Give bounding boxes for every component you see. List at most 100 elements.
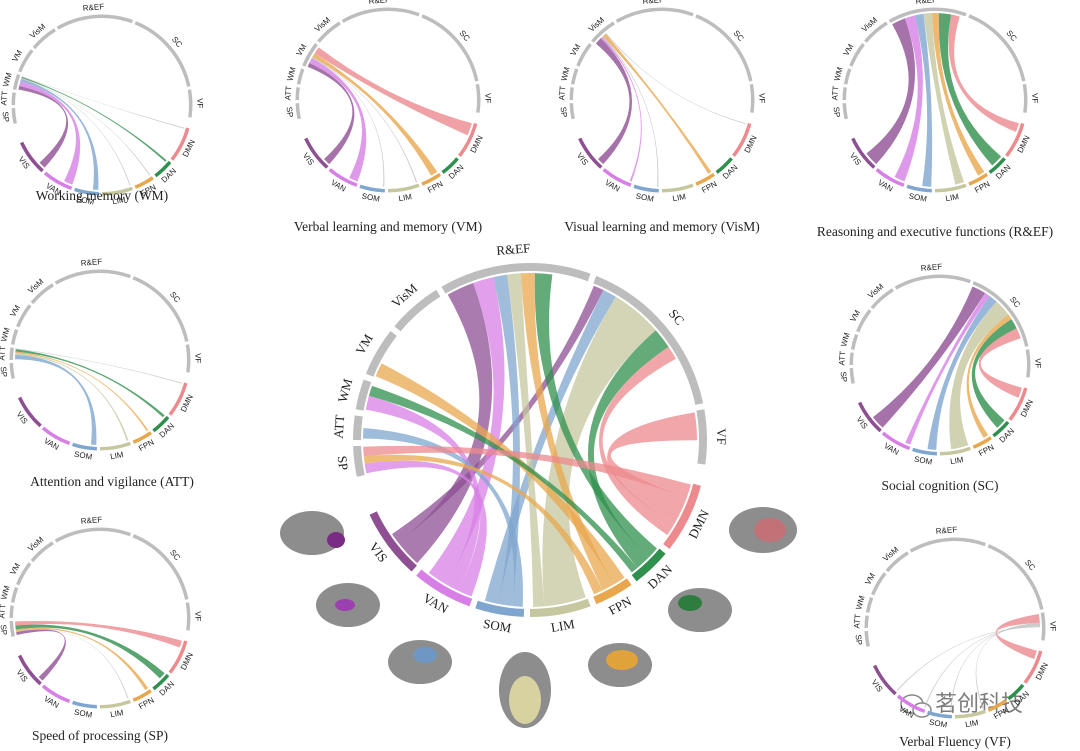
- chord: [595, 38, 633, 165]
- segment-label: SP: [838, 371, 848, 383]
- segment-label: R&EF: [82, 2, 104, 13]
- segment-arc: [909, 537, 986, 553]
- segment-label: SC: [666, 306, 688, 328]
- segment-arc: [421, 172, 442, 186]
- segment-label: ATT: [0, 91, 9, 106]
- chord: [314, 47, 472, 136]
- segment-arc: [602, 168, 632, 187]
- segment-arc: [101, 186, 133, 196]
- segment-arc: [9, 605, 14, 619]
- segment-arc: [615, 7, 694, 23]
- segment-label: SC: [457, 29, 471, 43]
- segment-label: ATT: [283, 85, 293, 100]
- segment-label: R&EF: [915, 0, 937, 6]
- panel-title: Attention and vigilance (ATT): [30, 474, 194, 489]
- segment-arc: [881, 431, 911, 451]
- segment-arc: [569, 103, 575, 120]
- segment-arc: [421, 14, 479, 82]
- segment-arc: [695, 172, 716, 186]
- segment-label: LIM: [110, 708, 125, 719]
- segment-arc: [458, 123, 478, 157]
- chord: [312, 53, 438, 176]
- segment-arc: [749, 83, 755, 113]
- segment-label: R&EF: [935, 525, 957, 536]
- segment-arc: [132, 689, 152, 702]
- segment-arc: [1022, 83, 1028, 113]
- segment-arc: [475, 83, 481, 113]
- chord: [978, 328, 1022, 398]
- segment-arc: [1008, 387, 1028, 421]
- segment-label: VM: [848, 308, 862, 323]
- segment-label: WM: [854, 594, 866, 610]
- chord: [866, 18, 916, 165]
- segment-arc: [10, 587, 19, 603]
- panel-title: Working memory (WM): [36, 188, 168, 203]
- segment-label: ATT: [0, 604, 7, 619]
- segment-label: SP: [0, 624, 9, 636]
- segment-arc: [864, 615, 869, 629]
- segment-arc: [661, 183, 694, 193]
- segment-label: VF: [757, 93, 766, 103]
- segment-arc: [295, 87, 300, 101]
- segment-arc: [168, 382, 188, 416]
- segment-arc: [968, 172, 989, 186]
- segment-label: SOM: [73, 450, 93, 462]
- panel-title: Social cognition (SC): [882, 478, 999, 493]
- segment-arc: [41, 426, 71, 446]
- segment-arc: [856, 309, 872, 333]
- segment-arc: [1025, 349, 1031, 378]
- segment-arc: [865, 597, 874, 613]
- segment-label: LIM: [950, 455, 965, 466]
- chord: [15, 627, 149, 691]
- segment-label: WM: [559, 66, 571, 82]
- segment-arc: [857, 401, 882, 433]
- segment-arc: [987, 699, 1007, 712]
- segment-label: SP: [853, 634, 863, 646]
- segment-label: ATT: [0, 346, 7, 361]
- segment-arc: [9, 347, 14, 361]
- segment-arc: [30, 283, 54, 305]
- segment-arc: [896, 694, 926, 714]
- segment-label: R&EF: [80, 257, 102, 268]
- segment-arc: [954, 709, 986, 719]
- segment-arc: [365, 331, 397, 377]
- chord: [15, 354, 97, 445]
- chord: [938, 13, 1002, 166]
- segment-label: SOM: [635, 192, 655, 204]
- segment-arc: [152, 673, 170, 691]
- segment-arc: [968, 14, 1026, 82]
- brain: [668, 588, 732, 632]
- segment-label: VF: [193, 353, 202, 363]
- segment-label: VF: [714, 428, 729, 445]
- segment-label: SC: [1023, 558, 1037, 572]
- segment-label: SP: [0, 111, 10, 123]
- segment-arc: [152, 415, 170, 433]
- chord: [507, 273, 545, 607]
- segment-arc: [99, 441, 131, 451]
- segment-arc: [842, 87, 847, 101]
- segment-arc: [72, 442, 98, 451]
- segment-arc: [54, 527, 131, 543]
- segment-arc: [569, 87, 574, 101]
- segment-arc: [864, 631, 870, 647]
- segment-label: SP: [335, 455, 352, 471]
- brain-images: [280, 507, 797, 728]
- segment-label: LIM: [550, 616, 577, 635]
- segment-arc: [593, 578, 632, 605]
- segment-arc: [168, 640, 188, 674]
- segment-label: R&EF: [920, 262, 942, 273]
- segment-label: SC: [170, 35, 184, 49]
- panel-title: Speed of processing (SP): [32, 728, 168, 743]
- segment-label: SOM: [928, 718, 948, 730]
- chord: [364, 460, 487, 597]
- segment-label: WM: [839, 331, 851, 347]
- chord: [307, 62, 355, 165]
- segment-label: VM: [863, 571, 877, 586]
- segment-arc: [441, 263, 591, 294]
- segment-arc: [369, 511, 417, 572]
- brain-region: [335, 599, 355, 611]
- segment-label: SC: [1004, 29, 1018, 43]
